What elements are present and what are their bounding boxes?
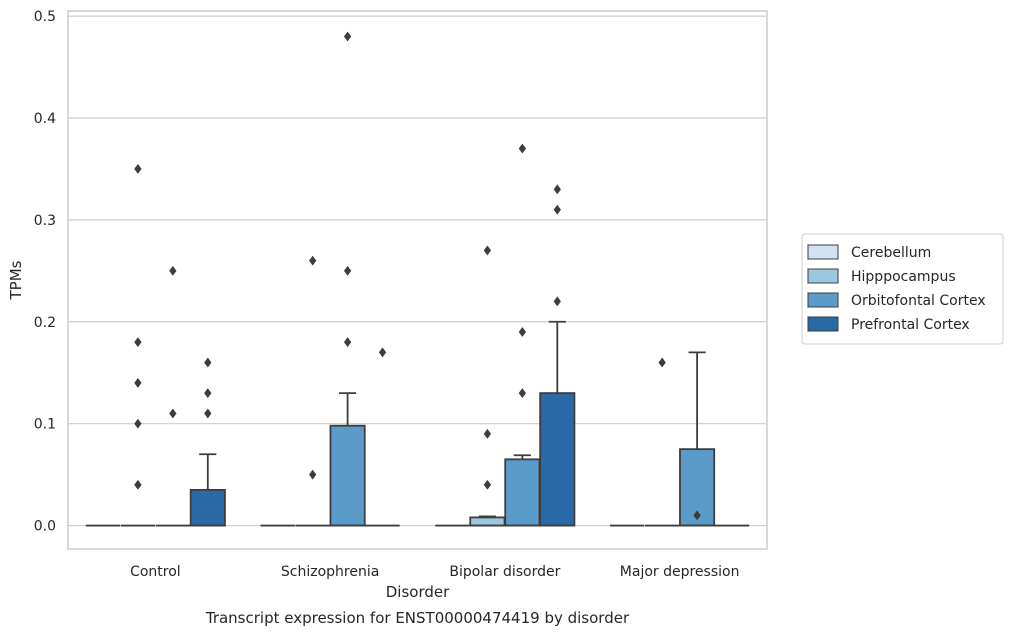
box-1-1 bbox=[295, 255, 330, 527]
box-3-2 bbox=[679, 351, 716, 527]
outlier-point bbox=[343, 265, 352, 276]
x-tick-labels: Control Schizophrenia Bipolar disorder Majo… bbox=[130, 564, 739, 580]
outlier-point bbox=[134, 163, 142, 174]
x-tick-label: Major depression bbox=[620, 564, 740, 580]
box-1-3 bbox=[365, 347, 400, 527]
legend-swatch bbox=[807, 244, 839, 260]
box bbox=[504, 458, 541, 527]
outlier-point bbox=[553, 296, 562, 307]
outlier-point bbox=[483, 245, 492, 256]
y-tick-label: 0.0 bbox=[34, 519, 56, 535]
legend-label: Hipppocampus bbox=[851, 269, 956, 285]
y-tick-label: 0.3 bbox=[34, 213, 56, 229]
y-tick-labels: 0.0 0.1 0.2 0.3 0.4 0.5 bbox=[34, 9, 56, 534]
plot-frame bbox=[67, 10, 768, 550]
outlier-point bbox=[204, 357, 212, 368]
outlier-point bbox=[518, 326, 527, 337]
y-tick-label: 0.5 bbox=[34, 9, 56, 25]
box-0-3 bbox=[189, 357, 226, 527]
outlier-point bbox=[343, 31, 352, 42]
box-plots bbox=[85, 31, 750, 527]
outlier-point bbox=[658, 357, 666, 368]
legend-swatch bbox=[807, 268, 839, 284]
outlier-point bbox=[134, 418, 142, 429]
outlier-point bbox=[169, 408, 177, 419]
box-1-2 bbox=[329, 31, 366, 527]
outlier-point bbox=[134, 337, 142, 348]
y-axis-label: TPMs bbox=[7, 260, 25, 300]
x-tick-label: Control bbox=[130, 564, 181, 580]
outlier-point bbox=[134, 377, 142, 388]
outlier-point bbox=[308, 255, 317, 266]
y-tick-label: 0.2 bbox=[34, 315, 56, 331]
outlier-point bbox=[518, 388, 527, 399]
outlier-point bbox=[204, 388, 212, 399]
outlier-point bbox=[553, 204, 562, 215]
box bbox=[469, 516, 506, 527]
box-0-2 bbox=[155, 265, 190, 527]
outlier-point bbox=[483, 479, 492, 490]
legend-swatch bbox=[807, 292, 839, 308]
box-2-1 bbox=[469, 245, 506, 527]
outlier-point bbox=[693, 510, 701, 521]
x-axis-label: Disorder bbox=[386, 583, 450, 601]
chart-caption: Transcript expression for ENST0000047441… bbox=[205, 609, 630, 627]
legend-label: Prefrontal Cortex bbox=[851, 317, 970, 333]
box bbox=[189, 489, 226, 527]
box bbox=[539, 392, 576, 527]
outlier-point bbox=[553, 184, 562, 195]
outlier-point bbox=[518, 143, 527, 154]
outlier-point bbox=[308, 469, 317, 480]
legend-label: Cerebellum bbox=[851, 245, 931, 261]
outlier-point bbox=[343, 337, 352, 348]
outlier-point bbox=[204, 408, 212, 419]
legend-label: Orbitofontal Cortex bbox=[851, 293, 986, 309]
box-2-2 bbox=[504, 143, 541, 527]
outlier-point bbox=[134, 479, 142, 490]
box-0-1 bbox=[120, 163, 156, 527]
box-2-3 bbox=[539, 184, 576, 527]
outlier-point bbox=[169, 265, 177, 276]
y-tick-label: 0.1 bbox=[34, 417, 56, 433]
outlier-point bbox=[483, 428, 492, 439]
legend-frame bbox=[801, 233, 1004, 345]
y-tick-label: 0.4 bbox=[34, 111, 56, 127]
outlier-point bbox=[378, 347, 387, 358]
box bbox=[329, 424, 366, 527]
legend: Cerebellum Hipppocampus Orbitofontal Corte… bbox=[801, 233, 1004, 345]
x-tick-label: Schizophrenia bbox=[281, 564, 379, 580]
box-3-1 bbox=[645, 357, 680, 527]
legend-swatch bbox=[807, 316, 839, 332]
x-tick-label: Bipolar disorder bbox=[449, 564, 560, 580]
